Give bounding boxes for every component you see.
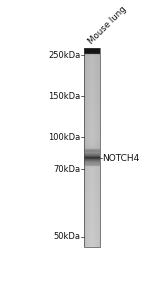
Bar	[84, 48, 100, 247]
Text: 250kDa: 250kDa	[48, 50, 80, 60]
Text: 150kDa: 150kDa	[48, 91, 80, 101]
Text: 50kDa: 50kDa	[53, 232, 80, 241]
Text: 70kDa: 70kDa	[53, 165, 80, 174]
Text: 100kDa: 100kDa	[48, 133, 80, 142]
Text: Mouse lung: Mouse lung	[87, 5, 128, 46]
Text: NOTCH4: NOTCH4	[102, 154, 139, 163]
